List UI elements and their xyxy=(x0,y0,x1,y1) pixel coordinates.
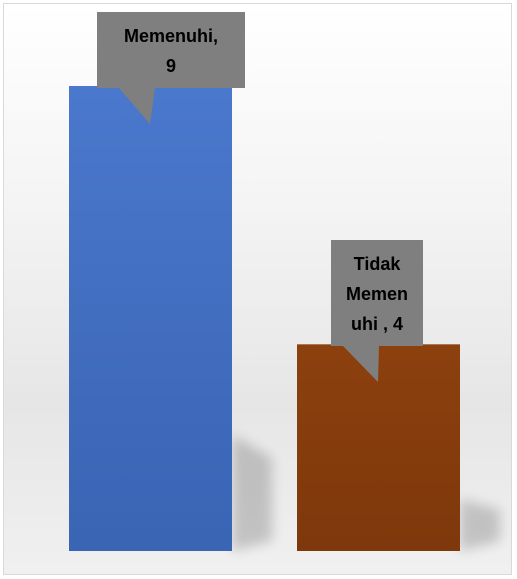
callout-box-tidak-memenuhi xyxy=(331,240,423,346)
bar-memenuhi xyxy=(69,86,232,551)
callout-box-memenuhi xyxy=(97,12,245,88)
data-label-line-tidak-memenuhi: Tidak xyxy=(354,254,402,274)
data-label-line-memenuhi: 9 xyxy=(166,56,176,76)
data-label-line-memenuhi: Memenuhi, xyxy=(124,26,218,46)
bar-shadow-memenuhi xyxy=(232,434,272,551)
data-label-memenuhi: Memenuhi, 9 xyxy=(97,12,245,124)
bar-tidak-memenuhi xyxy=(297,344,460,551)
data-label-tidak-memenuhi: Tidak Memen uhi , 4 xyxy=(331,240,423,382)
data-label-line-tidak-memenuhi: Memen xyxy=(346,284,408,304)
bar-shadow-tidak-memenuhi xyxy=(460,499,500,551)
callout-pointer-memenuhi xyxy=(119,88,155,124)
data-label-line-tidak-memenuhi: uhi , 4 xyxy=(351,314,403,334)
callout-pointer-tidak-memenuhi xyxy=(343,346,379,382)
